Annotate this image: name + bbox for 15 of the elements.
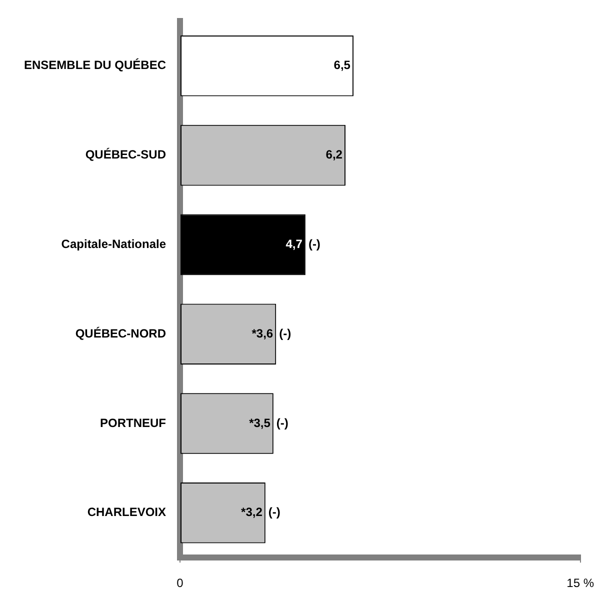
data-label: 4,7 (-) xyxy=(286,237,320,252)
y-tick-label: CHARLEVOIX xyxy=(87,505,166,520)
data-label: *3,2 (-) xyxy=(241,505,280,520)
y-tick-label: Capitale-Nationale xyxy=(61,237,166,252)
data-label: 6,2 xyxy=(326,148,343,162)
data-label: *3,6 (-) xyxy=(252,326,292,340)
data-label: 6,5 xyxy=(334,58,351,72)
x-tick-label: 15 % xyxy=(566,576,594,590)
x-tick-label: 0 xyxy=(176,576,184,590)
y-tick-label: QUÉBEC-NORD xyxy=(75,326,166,340)
data-label: *3,5 (-) xyxy=(249,416,288,430)
bar xyxy=(180,214,306,276)
y-tick-label: QUÉBEC-SUD xyxy=(85,148,166,162)
y-tick-label: PORTNEUF xyxy=(100,416,166,430)
y-tick-label: ENSEMBLE DU QUÉBEC xyxy=(24,58,166,72)
